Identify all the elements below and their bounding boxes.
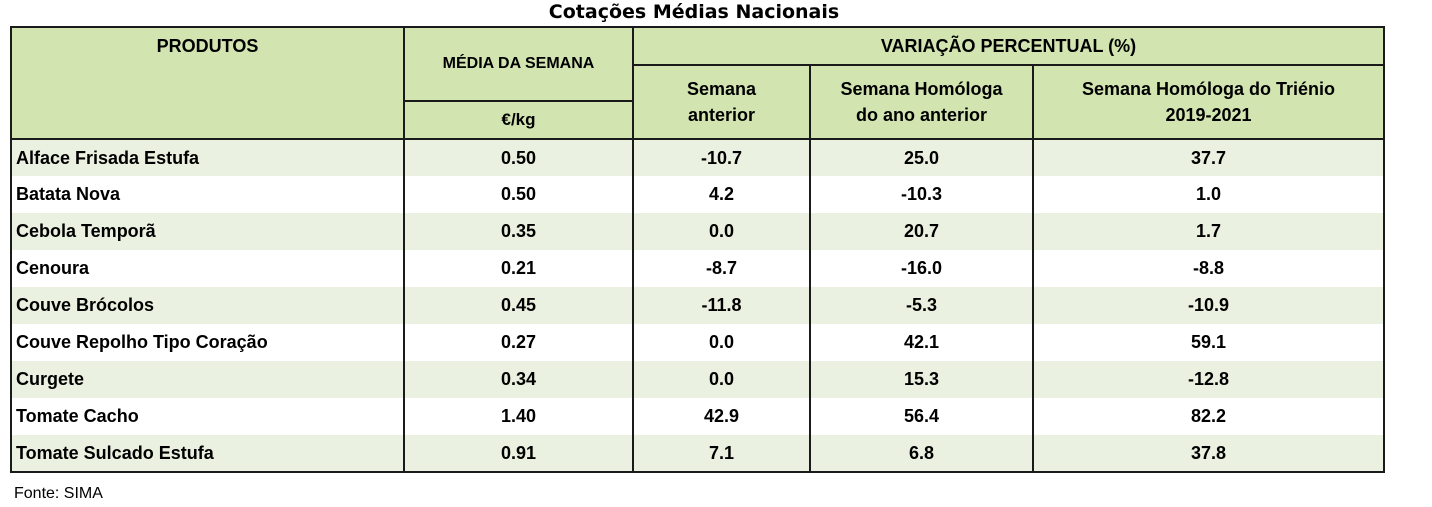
header-homologa-trienio-line1: Semana Homóloga do Triénio: [1081, 79, 1336, 99]
cell-media: 0.27: [403, 324, 634, 361]
header-semana-homologa-line1: Semana Homóloga: [840, 79, 1003, 99]
source-note: Fonte: SIMA: [14, 485, 103, 502]
cell-homologa-trienio: -12.8: [1032, 361, 1385, 398]
header-homologa-trienio: Semana Homóloga do Triénio 2019-2021: [1032, 64, 1385, 140]
cell-semana-anterior: -11.8: [632, 287, 811, 324]
header-unit: €/kg: [403, 100, 634, 140]
header-semana-anterior: Semana anterior: [632, 64, 811, 140]
cell-semana-anterior: -10.7: [632, 139, 811, 176]
table-row: Tomate Cacho 1.40 42.9 56.4 82.2: [10, 398, 1385, 435]
cell-semana-anterior: -8.7: [632, 250, 811, 287]
cell-produto: Alface Frisada Estufa: [10, 139, 405, 176]
cell-homologa-trienio: -10.9: [1032, 287, 1385, 324]
cell-produto: Tomate Sulcado Estufa: [10, 435, 405, 473]
cell-semana-anterior: 0.0: [632, 361, 811, 398]
cell-homologa-trienio: 37.8: [1032, 435, 1385, 473]
table-row: Cenoura 0.21 -8.7 -16.0 -8.8: [10, 250, 1385, 287]
table-row: Batata Nova 0.50 4.2 -10.3 1.0: [10, 176, 1385, 213]
cell-homologa-trienio: 1.7: [1032, 213, 1385, 250]
table-row: Curgete 0.34 0.0 15.3 -12.8: [10, 361, 1385, 398]
cell-semana-anterior: 0.0: [632, 324, 811, 361]
table-row: Tomate Sulcado Estufa 0.91 7.1 6.8 37.8: [10, 435, 1385, 473]
cell-homologa-trienio: 1.0: [1032, 176, 1385, 213]
cell-media: 0.50: [403, 176, 634, 213]
cell-produto: Couve Repolho Tipo Coração: [10, 324, 405, 361]
header-variacao-percentual: VARIAÇÃO PERCENTUAL (%): [632, 26, 1385, 66]
header-semana-homologa: Semana Homóloga do ano anterior: [809, 64, 1034, 140]
cell-media: 0.91: [403, 435, 634, 473]
header-semana-anterior-line2: anterior: [687, 105, 756, 125]
cell-media: 1.40: [403, 398, 634, 435]
cell-homologa-trienio: 37.7: [1032, 139, 1385, 176]
cell-semana-homologa: 56.4: [809, 398, 1034, 435]
table-row: Alface Frisada Estufa 0.50 -10.7 25.0 37…: [10, 139, 1385, 176]
cell-media: 0.21: [403, 250, 634, 287]
cell-media: 0.50: [403, 139, 634, 176]
cell-homologa-trienio: 82.2: [1032, 398, 1385, 435]
cell-homologa-trienio: -8.8: [1032, 250, 1385, 287]
cell-produto: Curgete: [10, 361, 405, 398]
table-row: Couve Repolho Tipo Coração 0.27 0.0 42.1…: [10, 324, 1385, 361]
cell-semana-homologa: 20.7: [809, 213, 1034, 250]
cell-produto: Cenoura: [10, 250, 405, 287]
table-row: Couve Brócolos 0.45 -11.8 -5.3 -10.9: [10, 287, 1385, 324]
cell-semana-homologa: 25.0: [809, 139, 1034, 176]
header-produtos: PRODUTOS: [10, 26, 405, 140]
prices-table: PRODUTOS MÉDIA DA SEMANA VARIAÇÃO PERCEN…: [10, 26, 1385, 473]
cell-media: 0.45: [403, 287, 634, 324]
cell-semana-homologa: 6.8: [809, 435, 1034, 473]
cell-produto: Cebola Temporã: [10, 213, 405, 250]
cell-semana-anterior: 42.9: [632, 398, 811, 435]
cell-semana-anterior: 0.0: [632, 213, 811, 250]
cell-produto: Couve Brócolos: [10, 287, 405, 324]
cell-homologa-trienio: 59.1: [1032, 324, 1385, 361]
cell-media: 0.34: [403, 361, 634, 398]
cell-semana-homologa: 42.1: [809, 324, 1034, 361]
table-title: Cotações Médias Nacionais: [548, 1, 840, 23]
table-row: Cebola Temporã 0.35 0.0 20.7 1.7: [10, 213, 1385, 250]
header-media-semana: MÉDIA DA SEMANA: [403, 26, 634, 102]
header-semana-homologa-line2: do ano anterior: [855, 105, 987, 125]
cell-semana-homologa: -10.3: [809, 176, 1034, 213]
cell-semana-homologa: -5.3: [809, 287, 1034, 324]
cell-media: 0.35: [403, 213, 634, 250]
cell-produto: Batata Nova: [10, 176, 405, 213]
cell-semana-anterior: 7.1: [632, 435, 811, 473]
cell-semana-homologa: -16.0: [809, 250, 1034, 287]
cell-produto: Tomate Cacho: [10, 398, 405, 435]
header-homologa-trienio-line2: 2019-2021: [1165, 105, 1252, 125]
header-semana-anterior-line1: Semana: [686, 79, 757, 99]
cell-semana-homologa: 15.3: [809, 361, 1034, 398]
cell-semana-anterior: 4.2: [632, 176, 811, 213]
